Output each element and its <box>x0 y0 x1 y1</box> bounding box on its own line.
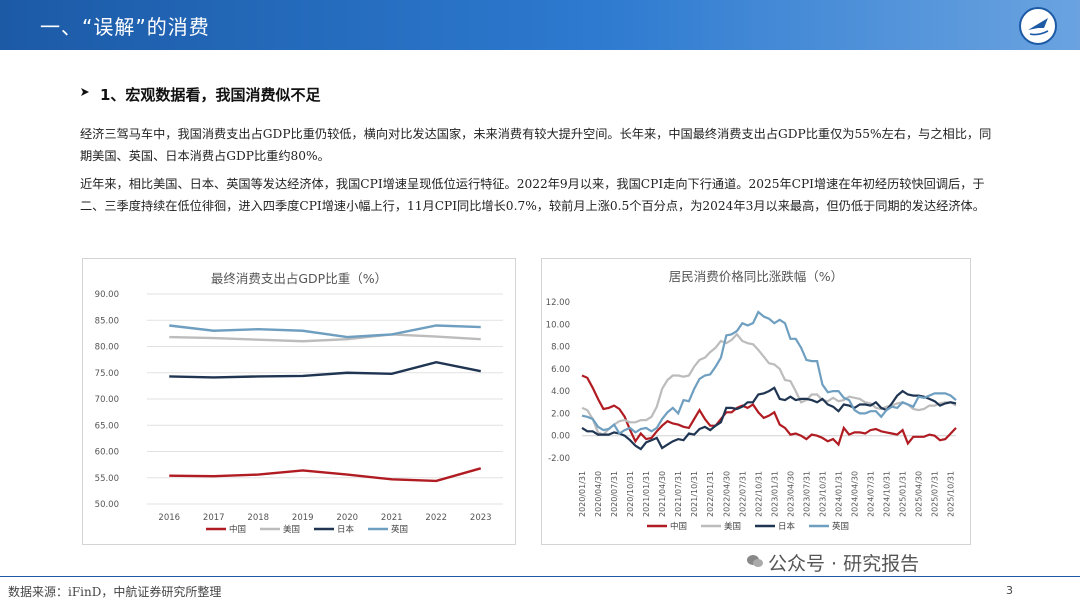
y-tick-label: 75.00 <box>95 369 119 379</box>
x-tick-label: 2019 <box>292 513 314 523</box>
x-tick-label: 2024/10/31 <box>883 471 892 517</box>
y-tick-label: 6.00 <box>551 365 570 375</box>
x-tick-label: 2018 <box>247 513 269 523</box>
x-tick-label: 2022 <box>425 513 447 523</box>
x-tick-label: 2024/01/31 <box>834 471 843 517</box>
page-number: 3 <box>1006 584 1013 597</box>
x-tick-label: 2022/01/31 <box>706 471 715 517</box>
x-tick-label: 2024/04/30 <box>850 471 859 517</box>
x-tick-label: 2023/01/31 <box>770 471 779 517</box>
data-source-note: 数据来源：iFinD，中航证券研究所整理 <box>8 585 222 599</box>
header-bar: 一、“误解”的消费 <box>0 0 1080 50</box>
y-tick-label: 8.00 <box>551 343 570 353</box>
legend-label: 英国 <box>832 521 849 532</box>
y-tick-label: 12.00 <box>546 298 570 308</box>
x-tick-label: 2022/04/30 <box>722 471 731 517</box>
x-tick-label: 2022/07/31 <box>738 471 747 517</box>
x-tick-label: 2021 <box>381 513 403 523</box>
y-tick-label: 4.00 <box>551 387 570 397</box>
series-line-中国 <box>169 467 482 483</box>
legend-label: 中国 <box>670 521 687 532</box>
series-line-美国 <box>169 333 481 343</box>
x-tick-label: 2016 <box>158 513 180 523</box>
x-tick-label: 2022/10/31 <box>754 471 763 517</box>
x-tick-label: 2021/10/31 <box>690 471 699 517</box>
y-tick-label: 70.00 <box>95 395 119 405</box>
arrow-bullet-icon <box>81 88 89 96</box>
legend-label: 英国 <box>391 524 408 535</box>
y-tick-label: 65.00 <box>95 421 119 431</box>
y-tick-label: 85.00 <box>95 316 119 326</box>
series-line-美国 <box>581 332 957 436</box>
footer-divider <box>0 576 1080 577</box>
y-tick-label: 10.00 <box>546 320 570 330</box>
legend-label: 美国 <box>283 524 300 535</box>
chart-cpi-yoy-svg: 居民消费价格同比涨跌幅（%） -2.00 0.00 2.00 4.00 6.00 8.00 1… <box>546 269 957 532</box>
y-tick-label: 55.00 <box>95 474 119 484</box>
section-heading: 1、宏观数据看，我国消费似不足 <box>100 86 321 104</box>
x-tick-label: 2025/04/30 <box>915 471 924 517</box>
x-tick-label: 2021/01/31 <box>642 471 651 517</box>
chart-cpi-yoy: 居民消费价格同比涨跌幅（%） -2.00 0.00 2.00 4.00 6.00 8.00 1… <box>541 258 971 545</box>
watermark-text: 公众号 · 研究报告 <box>768 553 920 575</box>
x-tick-label: 2021/07/31 <box>674 471 683 517</box>
chart-title: 居民消费价格同比涨跌幅（%） <box>669 269 843 284</box>
series-line-日本 <box>581 386 957 451</box>
y-tick-label: -2.00 <box>548 454 570 464</box>
series-line-中国 <box>581 374 957 447</box>
x-tick-label: 2025/07/31 <box>931 471 940 517</box>
x-tick-label: 2025/10/31 <box>947 471 956 517</box>
y-tick-label: 2.00 <box>551 409 570 419</box>
x-tick-label: 2020/10/31 <box>626 471 635 517</box>
x-tick-label: 2017 <box>203 513 225 523</box>
x-tick-label: 2020/04/30 <box>594 471 603 517</box>
x-tick-label: 2024/07/31 <box>867 471 876 517</box>
legend-label: 美国 <box>724 521 741 532</box>
y-tick-label: 60.00 <box>95 448 119 458</box>
x-tick-label: 2020/01/31 <box>578 471 587 517</box>
x-tick-label: 2023/10/31 <box>818 471 827 517</box>
legend-label: 中国 <box>229 524 246 535</box>
y-tick-label: 90.00 <box>95 290 119 300</box>
x-tick-label: 2023 <box>470 513 492 523</box>
x-tick-label: 2023/04/30 <box>786 471 795 517</box>
y-tick-label: 0.00 <box>551 432 570 442</box>
series-line-英国 <box>581 310 957 436</box>
paragraph-2: 近年来，相比美国、日本、英国等发达经济体，我国CPI增速呈现低位运行特征。202… <box>80 177 985 213</box>
chart-title: 最终消费支出占GDP比重（%） <box>211 271 387 286</box>
x-tick-label: 2020/07/31 <box>610 471 619 517</box>
page-title: 一、“误解”的消费 <box>40 15 210 39</box>
series-line-日本 <box>169 361 481 379</box>
legend-label: 日本 <box>337 524 355 535</box>
paragraph-1: 经济三驾马车中，我国消费支出占GDP比重仍较低，横向对比发达国家，未来消费有较大… <box>80 127 992 163</box>
x-tick-label: 2025/01/31 <box>899 471 908 517</box>
wechat-icon <box>747 555 763 567</box>
y-tick-label: 80.00 <box>95 343 119 353</box>
y-tick-label: 50.00 <box>95 500 119 510</box>
airplane-logo-icon <box>1019 7 1057 45</box>
chart-consumption-share: 最终消费支出占GDP比重（%） 50.00 55.00 60.00 65.00 70.00… <box>82 258 516 545</box>
chart-consumption-share-svg: 最终消费支出占GDP比重（%） 50.00 55.00 60.00 65.00 70.00… <box>95 271 503 535</box>
x-tick-label: 2020 <box>336 513 358 523</box>
x-tick-label: 2023/07/31 <box>802 471 811 517</box>
legend-label: 日本 <box>778 521 796 532</box>
series-line-英国 <box>169 324 481 339</box>
x-tick-label: 2021/04/30 <box>658 471 667 517</box>
